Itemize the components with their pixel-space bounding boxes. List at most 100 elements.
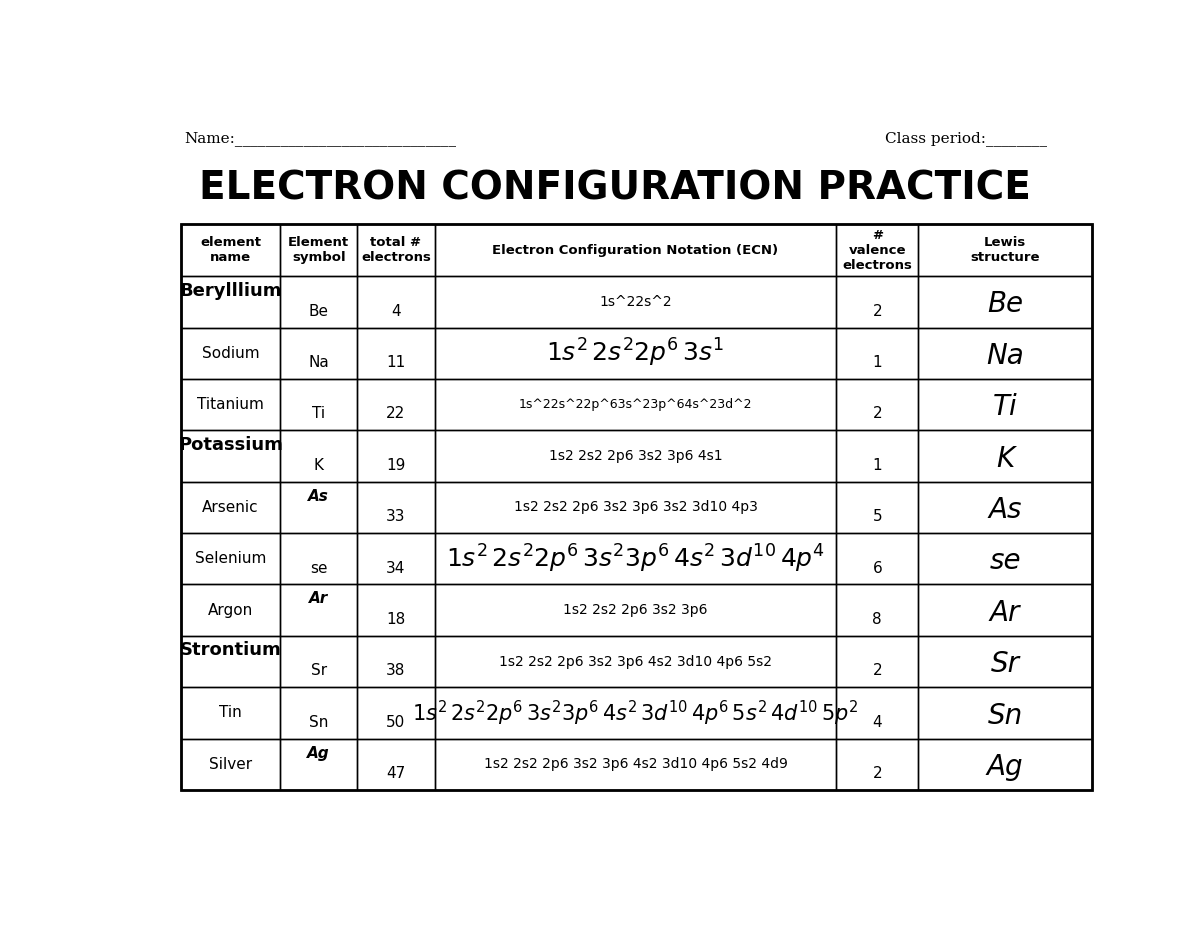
Text: 18: 18 bbox=[386, 612, 406, 627]
Bar bbox=[918, 533, 1092, 585]
Bar bbox=[434, 224, 836, 276]
Bar bbox=[281, 276, 358, 327]
Bar bbox=[836, 276, 918, 327]
Text: 1s2 2s2 2p6 3s2 3p6: 1s2 2s2 2p6 3s2 3p6 bbox=[563, 603, 708, 617]
Bar bbox=[836, 687, 918, 739]
Bar bbox=[836, 585, 918, 636]
Text: Class period:________: Class period:________ bbox=[886, 132, 1048, 146]
Text: Tin: Tin bbox=[220, 705, 242, 720]
Text: #
valence
electrons: # valence electrons bbox=[842, 229, 912, 272]
Text: Argon: Argon bbox=[208, 603, 253, 617]
Bar bbox=[358, 379, 434, 430]
Text: Ag: Ag bbox=[986, 753, 1024, 781]
Text: 4: 4 bbox=[391, 303, 401, 319]
Text: 2: 2 bbox=[872, 406, 882, 422]
Text: ELECTRON CONFIGURATION PRACTICE: ELECTRON CONFIGURATION PRACTICE bbox=[199, 170, 1031, 208]
Bar bbox=[281, 224, 358, 276]
Text: Strontium: Strontium bbox=[180, 641, 281, 659]
Text: $1s^{2}\, 2s^{2}2p^{6}\, 3s^{2}3p^{6}\, 4s^{2}\, 3d^{10}\, 4p^{6}\, 5s^{2}\, 4d^: $1s^{2}\, 2s^{2}2p^{6}\, 3s^{2}3p^{6}\, … bbox=[413, 698, 859, 728]
Text: K: K bbox=[313, 458, 324, 473]
Text: 22: 22 bbox=[386, 406, 406, 422]
Text: Element
symbol: Element symbol bbox=[288, 236, 349, 264]
Text: Name:_____________________________: Name:_____________________________ bbox=[185, 132, 456, 146]
Bar bbox=[281, 533, 358, 585]
Bar bbox=[358, 585, 434, 636]
Bar bbox=[181, 224, 281, 276]
Text: 1s^22s^2: 1s^22s^2 bbox=[599, 295, 672, 309]
Bar bbox=[918, 276, 1092, 327]
Text: Sr: Sr bbox=[311, 664, 326, 679]
Text: 1s2 2s2 2p6 3s2 3p6 4s2 3d10 4p6 5s2: 1s2 2s2 2p6 3s2 3p6 4s2 3d10 4p6 5s2 bbox=[499, 654, 772, 668]
Bar bbox=[181, 276, 281, 327]
Bar bbox=[836, 482, 918, 533]
Text: 50: 50 bbox=[386, 715, 406, 730]
Text: 2: 2 bbox=[872, 664, 882, 679]
Text: 1s^22s^22p^63s^23p^64s^23d^2: 1s^22s^22p^63s^23p^64s^23d^2 bbox=[518, 398, 752, 411]
Text: Ar: Ar bbox=[990, 599, 1020, 627]
Text: Lewis
structure: Lewis structure bbox=[971, 236, 1040, 264]
Text: Be: Be bbox=[988, 290, 1024, 318]
Text: 19: 19 bbox=[386, 458, 406, 473]
Bar bbox=[918, 687, 1092, 739]
Bar bbox=[434, 585, 836, 636]
Text: 33: 33 bbox=[386, 509, 406, 524]
Bar bbox=[181, 739, 281, 790]
Bar bbox=[181, 430, 281, 482]
Bar bbox=[181, 533, 281, 585]
Text: Ti: Ti bbox=[992, 393, 1018, 421]
Text: total #
electrons: total # electrons bbox=[361, 236, 431, 264]
Bar bbox=[918, 327, 1092, 379]
Text: Arsenic: Arsenic bbox=[202, 500, 259, 514]
Text: 38: 38 bbox=[386, 664, 406, 679]
Bar bbox=[181, 379, 281, 430]
Bar bbox=[434, 379, 836, 430]
Bar bbox=[281, 687, 358, 739]
Bar bbox=[358, 687, 434, 739]
Text: Sn: Sn bbox=[988, 702, 1022, 730]
Bar bbox=[434, 739, 836, 790]
Text: 5: 5 bbox=[872, 509, 882, 524]
Text: Sodium: Sodium bbox=[202, 346, 259, 361]
Bar bbox=[358, 533, 434, 585]
Bar bbox=[181, 687, 281, 739]
Bar bbox=[836, 379, 918, 430]
Text: Sr: Sr bbox=[991, 650, 1020, 679]
Text: 1s2 2s2 2p6 3s2 3p6 3s2 3d10 4p3: 1s2 2s2 2p6 3s2 3p6 3s2 3d10 4p3 bbox=[514, 501, 757, 514]
Bar bbox=[281, 482, 358, 533]
Bar bbox=[434, 327, 836, 379]
Bar bbox=[281, 430, 358, 482]
Bar bbox=[918, 482, 1092, 533]
Text: Titanium: Titanium bbox=[197, 397, 264, 413]
Text: Na: Na bbox=[986, 342, 1024, 370]
Text: Selenium: Selenium bbox=[194, 552, 266, 566]
Bar bbox=[918, 739, 1092, 790]
Text: Potassium: Potassium bbox=[178, 436, 283, 453]
Text: Ag: Ag bbox=[307, 745, 330, 760]
Text: Na: Na bbox=[308, 355, 329, 370]
Bar bbox=[358, 430, 434, 482]
Bar bbox=[836, 224, 918, 276]
Text: element
name: element name bbox=[200, 236, 260, 264]
Text: 34: 34 bbox=[386, 561, 406, 576]
Bar bbox=[281, 379, 358, 430]
Bar bbox=[358, 224, 434, 276]
Text: 11: 11 bbox=[386, 355, 406, 370]
Bar bbox=[181, 585, 281, 636]
Text: Ar: Ar bbox=[310, 591, 329, 606]
Bar bbox=[434, 533, 836, 585]
Text: 6: 6 bbox=[872, 561, 882, 576]
Text: 1: 1 bbox=[872, 355, 882, 370]
Bar bbox=[358, 636, 434, 687]
Text: Silver: Silver bbox=[209, 756, 252, 772]
Bar bbox=[434, 687, 836, 739]
Text: 2: 2 bbox=[872, 303, 882, 319]
Bar bbox=[836, 430, 918, 482]
Bar bbox=[918, 224, 1092, 276]
Bar bbox=[358, 739, 434, 790]
Bar bbox=[281, 327, 358, 379]
Bar bbox=[836, 327, 918, 379]
Bar bbox=[181, 327, 281, 379]
Bar bbox=[918, 430, 1092, 482]
Bar bbox=[181, 636, 281, 687]
Bar bbox=[358, 276, 434, 327]
